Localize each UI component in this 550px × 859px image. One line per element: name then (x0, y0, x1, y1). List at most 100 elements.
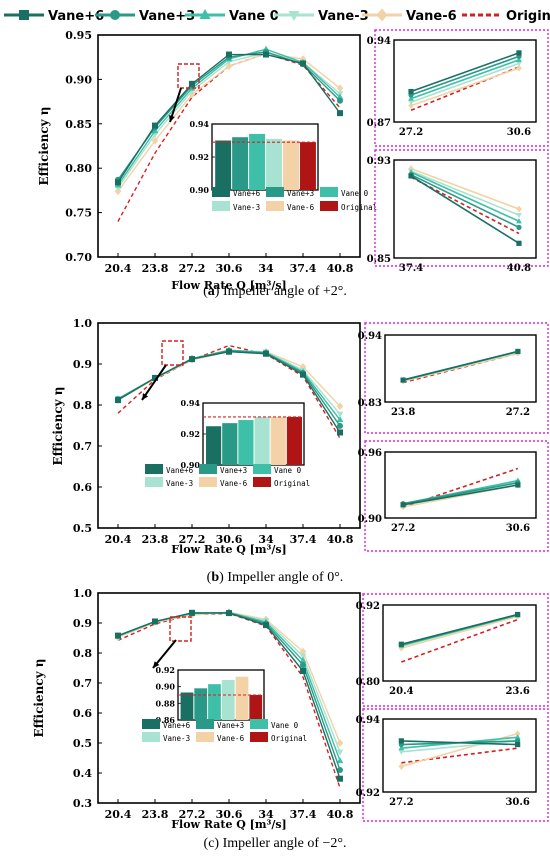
inset-y-tick-label: 0.92 (156, 665, 175, 675)
inset-legend-label: Vane 0 (341, 189, 369, 198)
zoom-panel-2: 0.85 0.93 37.4 40.8 (367, 149, 549, 274)
inset-y-tick-label: 0.94 (190, 119, 210, 129)
zoom-y-tick-label: 0.96 (358, 448, 382, 459)
inset-legend-swatch (142, 719, 160, 729)
legend-marker (110, 10, 120, 20)
zoom-y-tick-label: 0.94 (356, 715, 380, 726)
inset-bar (283, 140, 299, 190)
series-0 (115, 348, 343, 436)
legend-item-0: Vane+6 (4, 9, 104, 24)
y-tick-label: 0.3 (73, 797, 92, 810)
series-0-point (152, 618, 158, 625)
series-0-point (226, 51, 232, 58)
zoom-series-0-point (515, 482, 521, 488)
inset-legend-label: Vane-6 (217, 734, 245, 743)
zoom-series-4-point (514, 730, 521, 737)
series-4-point (336, 84, 344, 93)
inset-bar (232, 137, 249, 190)
y-tick-label: 0.8 (73, 399, 92, 412)
legend-label: Vane+6 (48, 9, 104, 24)
zoom-panel-border (362, 593, 549, 707)
legend-label: Original (506, 9, 550, 24)
zoom-x-tick-label: 30.6 (505, 797, 529, 808)
inset-legend-swatch (196, 732, 214, 742)
inset-legend-label: Vane+6 (166, 466, 194, 475)
zoom-y-tick-label: 0.80 (356, 677, 380, 688)
zoom-series-0 (400, 348, 521, 383)
legend-item-5: Original (462, 9, 550, 24)
zoom-series-4-point (516, 205, 522, 213)
y-tick-label: 0.85 (65, 118, 92, 131)
x-tick-label: 40.8 (327, 533, 354, 546)
zoom-series-1-point (516, 224, 522, 230)
inset-bar (238, 420, 254, 465)
zoom-panel-border (362, 708, 549, 822)
zoom-series-5-line (410, 176, 520, 235)
y-tick-label: 0.9 (73, 617, 92, 630)
series-0-point (337, 110, 343, 117)
inset-legend-swatch (253, 477, 271, 487)
series-1-point (300, 662, 306, 668)
series-4-point (299, 647, 307, 656)
legend-label: Vane 0 (229, 9, 279, 24)
inset-legend-label: Vane-6 (220, 479, 248, 488)
inset-bar (249, 695, 263, 720)
zoom-plot-frame (393, 159, 537, 259)
series-1-point (337, 97, 343, 104)
zoom-arrow-head (142, 393, 149, 400)
zoom-series-0-line (401, 613, 518, 646)
x-tick-label: 23.8 (142, 808, 169, 821)
inset-legend-swatch (212, 187, 230, 197)
zoom-series-4-line (401, 615, 518, 649)
inset-legend-label: Vane+3 (217, 721, 244, 730)
inset-legend-label: Original (341, 203, 377, 212)
inset-legend-label: Vane-3 (163, 734, 190, 743)
x-tick-label: 30.6 (216, 262, 243, 275)
zoom-panel-1: 0.83 0.94 23.8 27.2 (358, 322, 549, 434)
inset-bar (206, 426, 222, 465)
zoom-box (169, 616, 192, 642)
zoom-x-tick-label: 23.8 (391, 407, 415, 418)
inset-bar (194, 688, 208, 720)
zoom-panel-1: 0.80 0.92 20.4 23.6 (356, 593, 549, 707)
zoom-series-0-point (515, 611, 521, 618)
inset-y-tick-label: 0.90 (156, 682, 176, 692)
y-tick-label: 0.95 (65, 29, 92, 42)
inset-legend-label: Vane-3 (233, 203, 260, 212)
zoom-series-0-point (515, 348, 521, 355)
y-tick-label: 0.9 (73, 358, 92, 371)
x-tick-label: 37.4 (290, 262, 317, 275)
y-tick-label: 0.4 (73, 767, 92, 780)
zoom-y-tick-label: 0.94 (367, 36, 391, 47)
zoom-series-0-point (408, 173, 414, 179)
panel-c: 0.3 0.4 0.5 0.6 0.7 0.8 0.9 1.0 20.4 23.8 27.2 30.6… (32, 587, 549, 831)
series-0-point (263, 350, 269, 357)
y-tick-label: 0.90 (65, 73, 92, 86)
zoom-series-0-point (400, 502, 406, 508)
x-tick-label: 23.8 (142, 533, 169, 546)
zoom-y-tick-label: 0.87 (367, 118, 391, 129)
series-4-point (299, 362, 307, 371)
y-tick-label: 0.5 (73, 737, 92, 750)
x-tick-label: 34 (258, 808, 274, 821)
x-tick-label: 30.6 (216, 533, 243, 546)
inset-y-tick-label: 0.94 (181, 398, 201, 408)
legend-marker (19, 10, 29, 20)
inset-bar (249, 133, 266, 190)
zoom-arrow-head (169, 115, 175, 122)
zoom-panel-border (374, 29, 549, 147)
zoom-series-0 (400, 482, 521, 508)
zoom-y-tick-label: 0.93 (367, 156, 391, 167)
x-axis-label: Flow Rate Q [m³/s] (171, 279, 287, 292)
inset-bar-chart: 0.86 0.88 0.90 0.92 Vane+6 Vane+3 Vane 0 Vane-3… (142, 665, 307, 743)
zoom-panel-2: 0.90 0.96 27.2 30.6 (358, 440, 549, 552)
zoom-series-0-point (398, 738, 404, 744)
zoom-series-4-point (408, 102, 414, 109)
series-0-point (263, 622, 269, 629)
y-tick-label: 0.75 (65, 207, 92, 220)
series-4-point (151, 136, 159, 145)
zoom-series-2 (408, 56, 522, 101)
inset-legend-swatch (199, 464, 217, 474)
series-0-point (189, 80, 195, 87)
